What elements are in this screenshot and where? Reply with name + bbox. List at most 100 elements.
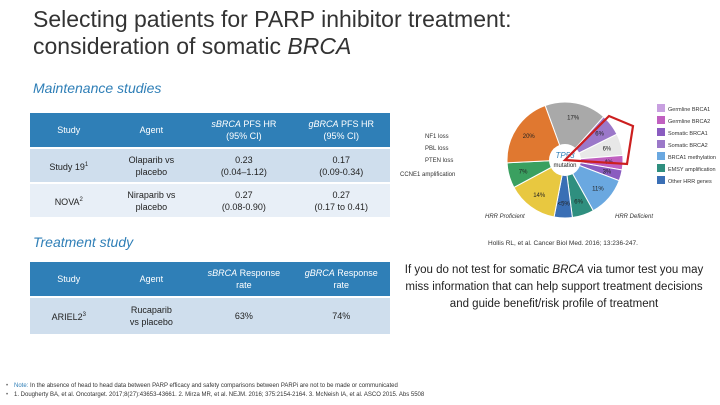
study-name: NOVA	[54, 196, 80, 207]
cell-sbrca: 0.23 (0.04–1.12)	[195, 149, 293, 184]
header-agent: Agent	[107, 113, 196, 149]
header-gbrca-gene: gBRCA	[308, 119, 339, 129]
header-agent: Agent	[107, 262, 196, 298]
treatment-table: Study Agent sBRCA Response rate gBRCA Res…	[30, 262, 390, 334]
pie-slice-label: <5%	[558, 201, 571, 207]
header-sbrca-rate: rate	[236, 280, 252, 290]
table-row: NOVA2 Niraparib vs placebo 0.27 (0.08-0.90…	[30, 184, 390, 217]
page-title: Selecting patients for PARP inhibitor tr…	[33, 6, 673, 60]
agent-line-2: vs placebo	[129, 317, 173, 327]
agent-line-1: Rucaparib	[130, 305, 172, 315]
study-ref: 2	[79, 196, 83, 203]
source-citation: Hollis RL, et al. Cancer Biol Med. 2016;…	[488, 240, 638, 247]
header-sbrca-response: sBRCA Response rate	[195, 262, 293, 298]
cell-gbrca-response: 74%	[292, 298, 390, 334]
callout-suffix: via tumor test you may miss information …	[405, 264, 704, 310]
legend-swatch	[657, 140, 665, 148]
study-name: Study 19	[49, 161, 85, 172]
header-sbrca-rest: PFS HR	[240, 119, 277, 129]
pie-slice-label: 20%	[523, 134, 536, 140]
legend-label: Other HRR genes	[668, 179, 712, 185]
header-gbrca-rest: PFS HR	[338, 119, 375, 129]
pie-slice-label: 14%	[533, 193, 546, 199]
pie-slice-label: 6%	[595, 132, 604, 138]
table-header-row: Study Agent sBRCA Response rate gBRCA Res…	[30, 262, 390, 298]
footnote-note: • Note: In the absence of head to head da…	[6, 382, 424, 391]
legend-swatch	[657, 152, 665, 160]
legend-swatch	[657, 128, 665, 136]
left-label-pten: PTEN loss	[425, 158, 453, 164]
left-label-pbl: PBL loss	[425, 146, 448, 152]
header-study: Study	[30, 113, 108, 149]
sbrca-hr: 0.23	[235, 154, 253, 165]
title-line-2: consideration of somatic BRCA	[33, 33, 673, 60]
cell-gbrca: 0.27 (0.17 to 0.41)	[292, 184, 390, 217]
pie-slice-label: 3%	[603, 170, 612, 176]
bullet-icon: •	[6, 383, 9, 389]
header-sbrca-gene: sBRCA	[211, 119, 241, 129]
title-line-2-prefix: consideration of somatic	[33, 33, 288, 59]
sbrca-ci: (0.08-0.90)	[221, 201, 266, 212]
legend-label: Somatic BRCA2	[668, 143, 708, 149]
agent-line-2: placebo	[135, 201, 168, 212]
maintenance-heading: Maintenance studies	[33, 80, 162, 96]
left-label-nf1: NF1 loss	[425, 134, 449, 140]
cell-agent: Olaparib vs placebo	[107, 149, 196, 184]
bullet-icon: •	[6, 392, 9, 398]
agent-line-2: placebo	[135, 166, 168, 177]
header-sbrca-rest: Response	[237, 268, 281, 278]
header-gbrca-rate: rate	[333, 280, 350, 290]
header-gbrca-gene: gBRCA	[304, 268, 335, 278]
table-row: Study 191 Olaparib vs placebo 0.23 (0.04–1…	[30, 149, 390, 184]
pie-slice	[506, 104, 566, 164]
title-line-1: Selecting patients for PARP inhibitor tr…	[33, 6, 512, 32]
header-gbrca-rest: Response	[334, 268, 378, 278]
gbrca-hr: 0.27	[332, 189, 351, 200]
header-sbrca-gene: sBRCA	[207, 268, 238, 278]
header-gbrca-ci: (95% CI)	[323, 131, 360, 141]
callout-prefix: If you do not test for somatic	[404, 264, 553, 276]
legend-swatch	[657, 176, 665, 184]
hrr-proficient-label: HRR Proficient	[485, 214, 525, 220]
cell-agent: Niraparib vs placebo	[107, 184, 196, 217]
pie-slice-label: 6%	[574, 199, 583, 205]
legend-label: Germline BRCA1	[668, 107, 710, 113]
header-gbrca-response: gBRCA Response rate	[292, 262, 390, 298]
pie-slice	[513, 159, 566, 218]
header-sbrca-ci: (95% CI)	[226, 131, 262, 141]
legend-swatch	[657, 104, 665, 112]
refs-text: 1. Dougherty BA, et al. Oncotarget. 2017…	[14, 392, 425, 398]
center-label-bottom: mutation	[553, 163, 576, 169]
cell-gbrca: 0.17 (0.09-0.34)	[292, 149, 390, 184]
maintenance-table: Study Agent sBRCA PFS HR (95% CI) gBRCA P…	[30, 113, 390, 217]
pie-slice-label: 6%	[603, 146, 612, 152]
header-sbrca-hr: sBRCA PFS HR (95% CI)	[195, 113, 293, 149]
study-ref: 3	[82, 312, 86, 318]
pie-slice-label: 17%	[567, 115, 580, 121]
agent-line-1: Olaparib vs	[128, 154, 175, 165]
legend-label: Somatic BRCA1	[668, 131, 708, 137]
pie-slice-label: 11%	[592, 186, 604, 192]
gbrca-ci: (0.17 to 0.41)	[314, 201, 369, 212]
cell-study: NOVA2	[30, 184, 108, 217]
left-label-ccne1: CCNE1 amplification	[400, 172, 455, 178]
hrr-pie-figure: 17%6%6%4%3%11%6%<5%14%7%20% TP53 mutatio…	[400, 101, 716, 220]
agent-line-1: Niraparib vs	[127, 189, 176, 200]
cell-study: Study 191	[30, 149, 108, 184]
study-ref: 1	[84, 161, 89, 168]
sbrca-ci: (0.04–1.12)	[220, 166, 267, 177]
note-text: In the absence of head to head data betw…	[28, 383, 398, 389]
note-label: Note:	[14, 383, 29, 389]
legend-label: EMSY amplification	[668, 167, 716, 173]
study-name: ARIEL2	[51, 312, 83, 322]
hrr-deficient-label: HRR Deficient	[615, 214, 653, 220]
legend-swatch	[657, 116, 665, 124]
legend-label: Germline BRCA2	[668, 119, 710, 125]
legend-swatch	[657, 164, 665, 172]
somatic-brca-highlight	[562, 114, 635, 166]
pie-slice-label: 7%	[519, 170, 528, 176]
legend-label: BRCA1 methylation	[668, 155, 716, 161]
cell-study: ARIEL23	[30, 298, 108, 334]
cell-agent: Rucaparib vs placebo	[107, 298, 196, 334]
header-gbrca-hr: gBRCA PFS HR (95% CI)	[292, 113, 390, 149]
